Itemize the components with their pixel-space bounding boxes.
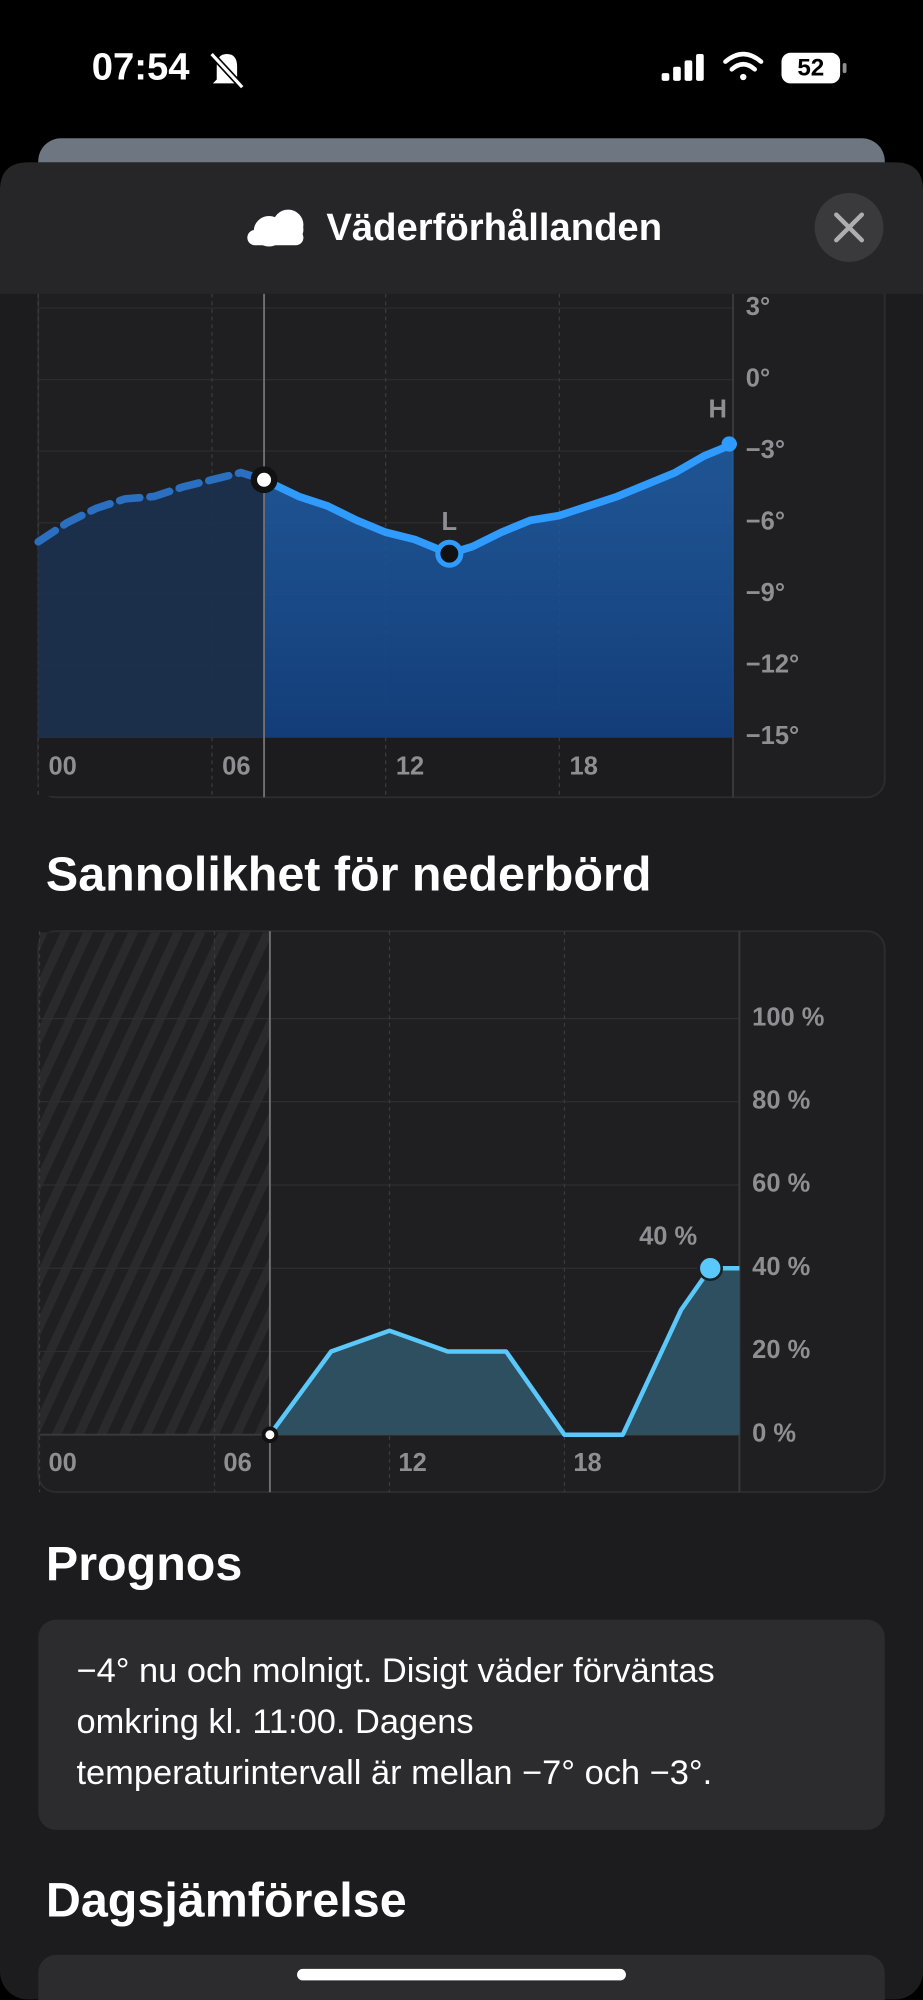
y-tick-label: 0°	[746, 364, 770, 392]
now-point	[250, 466, 278, 494]
mute-icon	[209, 51, 245, 90]
past-line	[34, 468, 268, 546]
y-tick-label: −15°	[746, 722, 799, 750]
value-label: 40 %	[639, 1222, 697, 1250]
section-title: Prognos	[46, 1537, 242, 1591]
x-tick-label: 12	[398, 1449, 426, 1477]
low-point	[435, 539, 464, 568]
close-icon[interactable]	[834, 212, 865, 243]
y-tick-label: 0 %	[752, 1419, 796, 1447]
x-tick-label: 18	[573, 1449, 601, 1477]
x-tick-label: 00	[48, 753, 76, 781]
y-tick-label: 3°	[746, 293, 770, 321]
forecast-text: −4° nu och molnigt. Disigt väder förvänt…	[76, 1652, 714, 1690]
home-indicator	[297, 1968, 626, 1981]
cloud-icon	[247, 209, 304, 247]
y-tick-label: −9°	[746, 579, 785, 607]
low-label: L	[442, 508, 458, 536]
charts: 3° 0° −3° −6° −9° −12° −15° 00 06 12 18 L H 0 % 20 % 40…	[34, 293, 824, 1493]
high-point	[721, 436, 737, 452]
close-button[interactable]	[814, 193, 884, 262]
now-point	[261, 1426, 279, 1444]
y-tick-label: 60 %	[752, 1170, 810, 1198]
section-title: Dagsjämförelse	[46, 1874, 407, 1928]
temperature-line	[260, 440, 737, 558]
past-area	[38, 472, 265, 738]
y-tick-label: 100 %	[752, 1003, 824, 1031]
forecast-text: omkring kl. 11:00. Dagens	[76, 1703, 473, 1741]
y-tick-label: 40 %	[752, 1253, 810, 1281]
y-tick-label: 20 %	[752, 1336, 810, 1364]
section-title: Sannolikhet för nederbörd	[46, 847, 652, 901]
battery-cap	[842, 62, 847, 74]
battery-level: 52	[797, 55, 824, 82]
x-tick-label: 06	[222, 753, 250, 781]
y-tick-label: −3°	[746, 436, 785, 464]
y-tick-label: −6°	[746, 507, 785, 535]
y-tick-label: −12°	[746, 651, 799, 679]
x-tick-label: 12	[396, 753, 424, 781]
high-label: H	[709, 396, 727, 424]
future-area	[264, 443, 734, 738]
header-bar	[0, 162, 923, 294]
wifi-icon	[723, 51, 764, 81]
status-time: 07:54	[92, 45, 191, 88]
signal-icon	[661, 54, 704, 81]
forecast-card	[38, 1619, 885, 1830]
header-title: Väderförhållanden	[326, 206, 662, 249]
highlight-point	[697, 1255, 724, 1282]
battery-body	[781, 52, 841, 84]
past-hatch	[39, 932, 270, 1435]
x-tick-label: 06	[223, 1449, 251, 1477]
y-tick-label: 80 %	[752, 1087, 810, 1115]
forecast-text: temperaturintervall är mellan −7° och −3…	[76, 1754, 712, 1792]
precipitation-line	[268, 1266, 740, 1437]
x-tick-label: 00	[48, 1449, 76, 1477]
x-tick-label: 18	[570, 753, 598, 781]
